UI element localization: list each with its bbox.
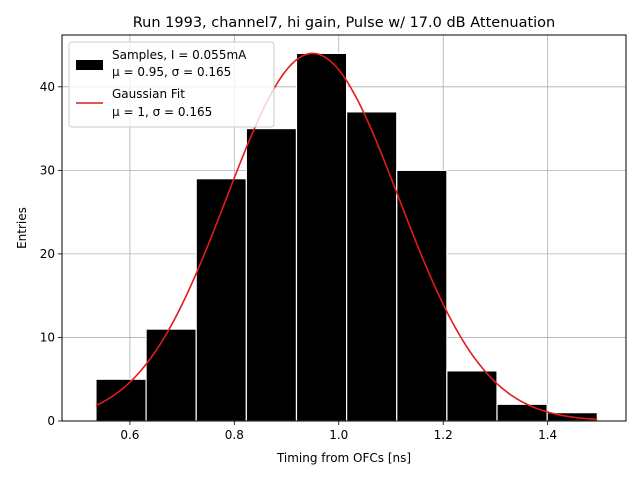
y-axis-label: Entries [15, 207, 29, 249]
legend: Samples, I = 0.055mA μ = 0.95, σ = 0.165… [68, 41, 275, 128]
x-tick-label-2: 1.0 [329, 428, 348, 442]
y-tick-label-2: 20 [40, 247, 55, 261]
histogram-bar-8 [496, 403, 548, 422]
gaussian-fit-line [95, 52, 598, 421]
x-tick-label-1: 0.8 [225, 428, 244, 442]
histogram-bar-3 [245, 127, 298, 422]
x-axis-label: Timing from OFCs [ns] [276, 451, 411, 465]
x-tick-label-4: 1.4 [538, 428, 557, 442]
legend-samples-label-line1: Samples, I = 0.055mA [112, 48, 247, 62]
y-tick-label-3: 30 [40, 163, 55, 177]
legend-samples-swatch [76, 60, 103, 70]
histogram-bar-4 [295, 52, 348, 422]
histogram-bar-5 [346, 111, 398, 422]
histogram-bars [95, 52, 598, 422]
histogram-bar-1 [145, 328, 197, 422]
y-tick-label-0: 0 [47, 414, 55, 428]
plot-area-frame [61, 34, 627, 422]
histogram-bar-2 [195, 178, 247, 422]
legend-samples-label-line2: μ = 0.95, σ = 0.165 [112, 65, 231, 79]
histogram-bar-7 [446, 370, 498, 422]
y-tick-label-4: 40 [40, 80, 55, 94]
chart-title: Run 1993, channel7, hi gain, Pulse w/ 17… [133, 15, 556, 31]
x-axis-ticks: 0.6 0.8 1.0 1.2 1.4 [120, 421, 557, 442]
histogram-bar-0 [95, 378, 147, 422]
y-axis-ticks: 0 10 20 30 40 [40, 80, 62, 428]
legend-fit-label-line1: Gaussian Fit [112, 87, 185, 101]
legend-box [68, 41, 275, 128]
legend-fit-label-line2: μ = 1, σ = 0.165 [112, 105, 212, 119]
y-tick-label-1: 10 [40, 330, 55, 344]
x-tick-label-0: 0.6 [120, 428, 139, 442]
x-tick-label-3: 1.2 [434, 428, 453, 442]
